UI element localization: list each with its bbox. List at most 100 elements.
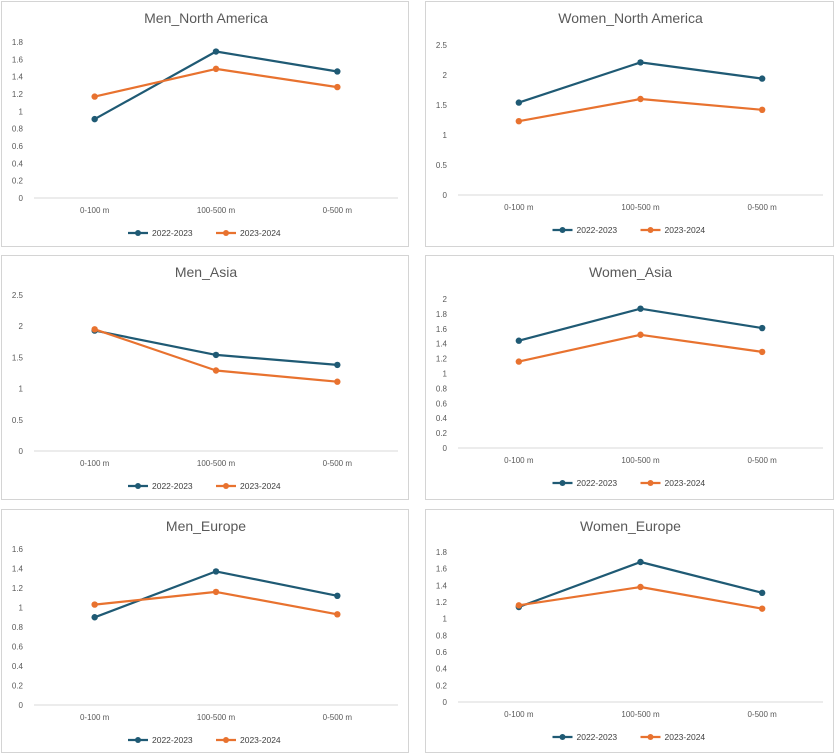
data-point [91,93,98,100]
x-tick-label: 0-500 m [747,203,777,212]
x-tick-label: 0-100 m [504,456,534,465]
data-point [515,99,523,106]
x-tick-label: 0-500 m [323,206,353,215]
x-tick-label: 0-100 m [504,710,534,719]
legend-marker [223,230,229,236]
data-point [91,115,98,123]
data-point [758,605,766,612]
line-chart: Women_North America 0 0.5 1 1.5 2 2.5 0-100 m 10… [436,10,823,235]
y-tick-label: 1.2 [12,584,24,593]
y-tick-label: 1.8 [436,548,448,557]
y-tick-label: 1 [443,615,448,624]
legend-label: 2023-2024 [240,481,281,491]
series-line-2023-2024 [518,585,763,610]
data-point [91,614,98,621]
data-point [637,59,644,66]
line-chart: Men_North America 0 0.2 0.4 0.6 0.8 1 1.2 1.4 1.6… [12,10,398,238]
y-tick-label: 1 [443,370,448,379]
y-tick-label: 0.2 [436,681,448,690]
x-tick-label: 0-500 m [323,713,353,722]
chart-title: Men_North America [144,10,268,26]
y-tick-label: 0.8 [12,623,24,632]
chart-panel-men-asia: Men_Asia 0 0.5 1 1.5 2 2.5 0-100 m 100-500 m 0-50… [1,255,409,500]
data-point [334,68,341,75]
legend-label: 2022-2023 [577,732,618,742]
y-tick-label: 0.6 [436,399,448,408]
y-tick-label: 0 [19,194,24,203]
x-tick-label: 0-500 m [747,710,777,719]
legend-label: 2023-2024 [665,732,706,742]
y-tick-label: 0.6 [12,643,24,652]
legend-marker [559,734,566,740]
y-tick-label: 0.4 [436,665,448,674]
y-tick-label: 1.2 [12,90,24,99]
data-point [515,358,523,365]
y-tick-label: 1 [19,385,24,394]
series-line-2022-2023 [94,329,338,366]
y-tick-label: 1.4 [12,73,24,82]
data-point [212,351,220,359]
y-tick-label: 0 [443,698,448,707]
y-tick-label: 0 [443,191,448,200]
legend-label: 2022-2023 [152,481,193,491]
y-tick-label: 1 [443,131,448,140]
chart-panel-women-europe: Women_Europe 0 0.2 0.4 0.6 0.8 1 1.2 1.4 1.6 1.8 0-… [425,509,834,753]
legend-label: 2023-2024 [240,228,281,238]
series-line-2023-2024 [518,333,763,363]
x-tick-label: 100-500 m [621,203,660,212]
data-point [515,602,523,609]
x-tick-label: 0-500 m [747,456,777,465]
y-tick-label: 1.6 [436,325,448,334]
y-tick-label: 0.8 [436,631,448,640]
x-tick-label: 100-500 m [621,456,660,465]
y-tick-label: 2.5 [436,41,448,50]
x-tick-label: 0-100 m [80,206,110,215]
chart-title: Men_Europe [166,518,246,534]
data-point [637,558,644,566]
data-point [212,568,220,575]
y-tick-label: 1 [19,107,24,116]
line-chart: Men_Asia 0 0.5 1 1.5 2 2.5 0-100 m 100-500 m 0-50… [12,264,398,491]
data-point [334,83,341,91]
legend-marker [647,734,654,740]
line-chart: Women_Europe 0 0.2 0.4 0.6 0.8 1 1.2 1.4 1.6 1.8 0-… [436,518,823,742]
chart-panel-men-north-america: Men_North America 0 0.2 0.4 0.6 0.8 1 1.2 1.4 1.6… [1,1,409,247]
y-tick-label: 1.4 [436,581,448,590]
x-tick-label: 100-500 m [621,710,660,719]
data-point [334,592,341,599]
y-tick-label: 0.5 [436,161,448,170]
chart-title: Women_Europe [580,518,681,534]
data-point [212,48,220,55]
data-point [212,367,220,374]
legend-marker [559,227,566,233]
y-tick-label: 0 [443,444,448,453]
y-tick-label: 1.8 [436,310,448,319]
y-tick-label: 2 [443,295,448,304]
line-chart: Men_Europe 0 0.2 0.4 0.6 0.8 1 1.2 1.4 1.6 0-100 m… [12,518,398,745]
series-line-2023-2024 [94,67,338,98]
y-tick-label: 0.2 [12,177,24,186]
legend-marker [223,483,229,489]
y-tick-label: 1 [19,604,24,613]
chart-title: Women_North America [558,10,703,26]
y-tick-label: 0.8 [436,384,448,393]
y-tick-label: 1.4 [436,340,448,349]
y-tick-label: 0.4 [12,159,24,168]
x-tick-label: 0-100 m [80,459,110,468]
data-point [637,331,644,338]
data-point [758,348,766,356]
y-tick-label: 0.2 [12,682,24,691]
legend-marker [135,737,141,743]
y-tick-label: 0 [19,701,24,710]
y-tick-label: 2.5 [12,291,24,300]
y-tick-label: 1.5 [436,101,448,110]
data-point [515,337,523,344]
y-tick-label: 2 [443,71,448,80]
data-point [758,106,766,114]
data-point [334,378,341,385]
legend-label: 2022-2023 [152,735,193,745]
legend-label: 2023-2024 [240,735,281,745]
data-point [758,75,766,82]
data-point [515,118,523,125]
y-tick-label: 0.2 [436,429,448,438]
